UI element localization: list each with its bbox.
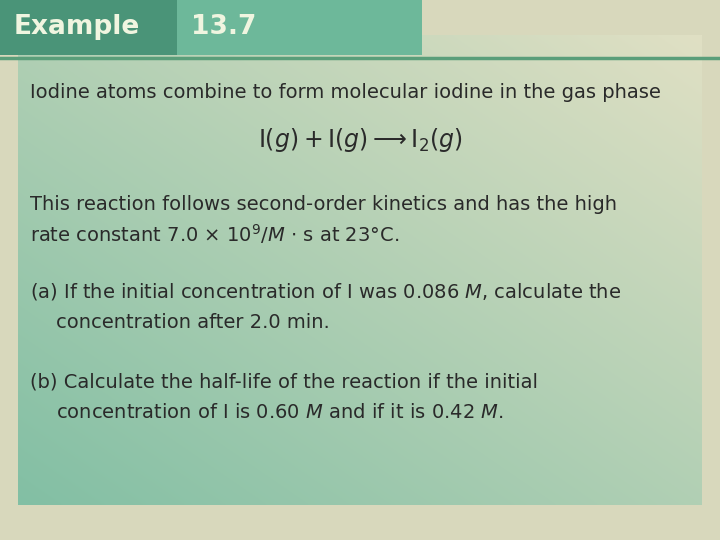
Text: (a) If the initial concentration of I was 0.086 $\mathit{M}$, calculate the: (a) If the initial concentration of I wa…	[30, 281, 621, 302]
Text: rate constant 7.0 $\times$ 10$^9$/$\mathit{M}$ $\cdot$ s at 23°C.: rate constant 7.0 $\times$ 10$^9$/$\math…	[30, 222, 399, 246]
FancyBboxPatch shape	[0, 0, 177, 55]
Text: (b) Calculate the half-life of the reaction if the initial: (b) Calculate the half-life of the react…	[30, 373, 538, 392]
FancyBboxPatch shape	[177, 0, 422, 55]
Text: This reaction follows second-order kinetics and has the high: This reaction follows second-order kinet…	[30, 194, 617, 213]
Text: concentration of I is 0.60 $\mathit{M}$ and if it is 0.42 $\mathit{M}$.: concentration of I is 0.60 $\mathit{M}$ …	[56, 402, 503, 422]
Text: concentration after 2.0 min.: concentration after 2.0 min.	[56, 313, 330, 332]
Text: $\mathrm{I}(\mathit{g}) + \mathrm{I}(\mathit{g}) \longrightarrow \mathrm{I_2}(\m: $\mathrm{I}(\mathit{g}) + \mathrm{I}(\ma…	[258, 126, 462, 154]
Text: Example: Example	[14, 15, 140, 40]
Text: Iodine atoms combine to form molecular iodine in the gas phase: Iodine atoms combine to form molecular i…	[30, 83, 661, 102]
Text: 13.7: 13.7	[191, 15, 256, 40]
